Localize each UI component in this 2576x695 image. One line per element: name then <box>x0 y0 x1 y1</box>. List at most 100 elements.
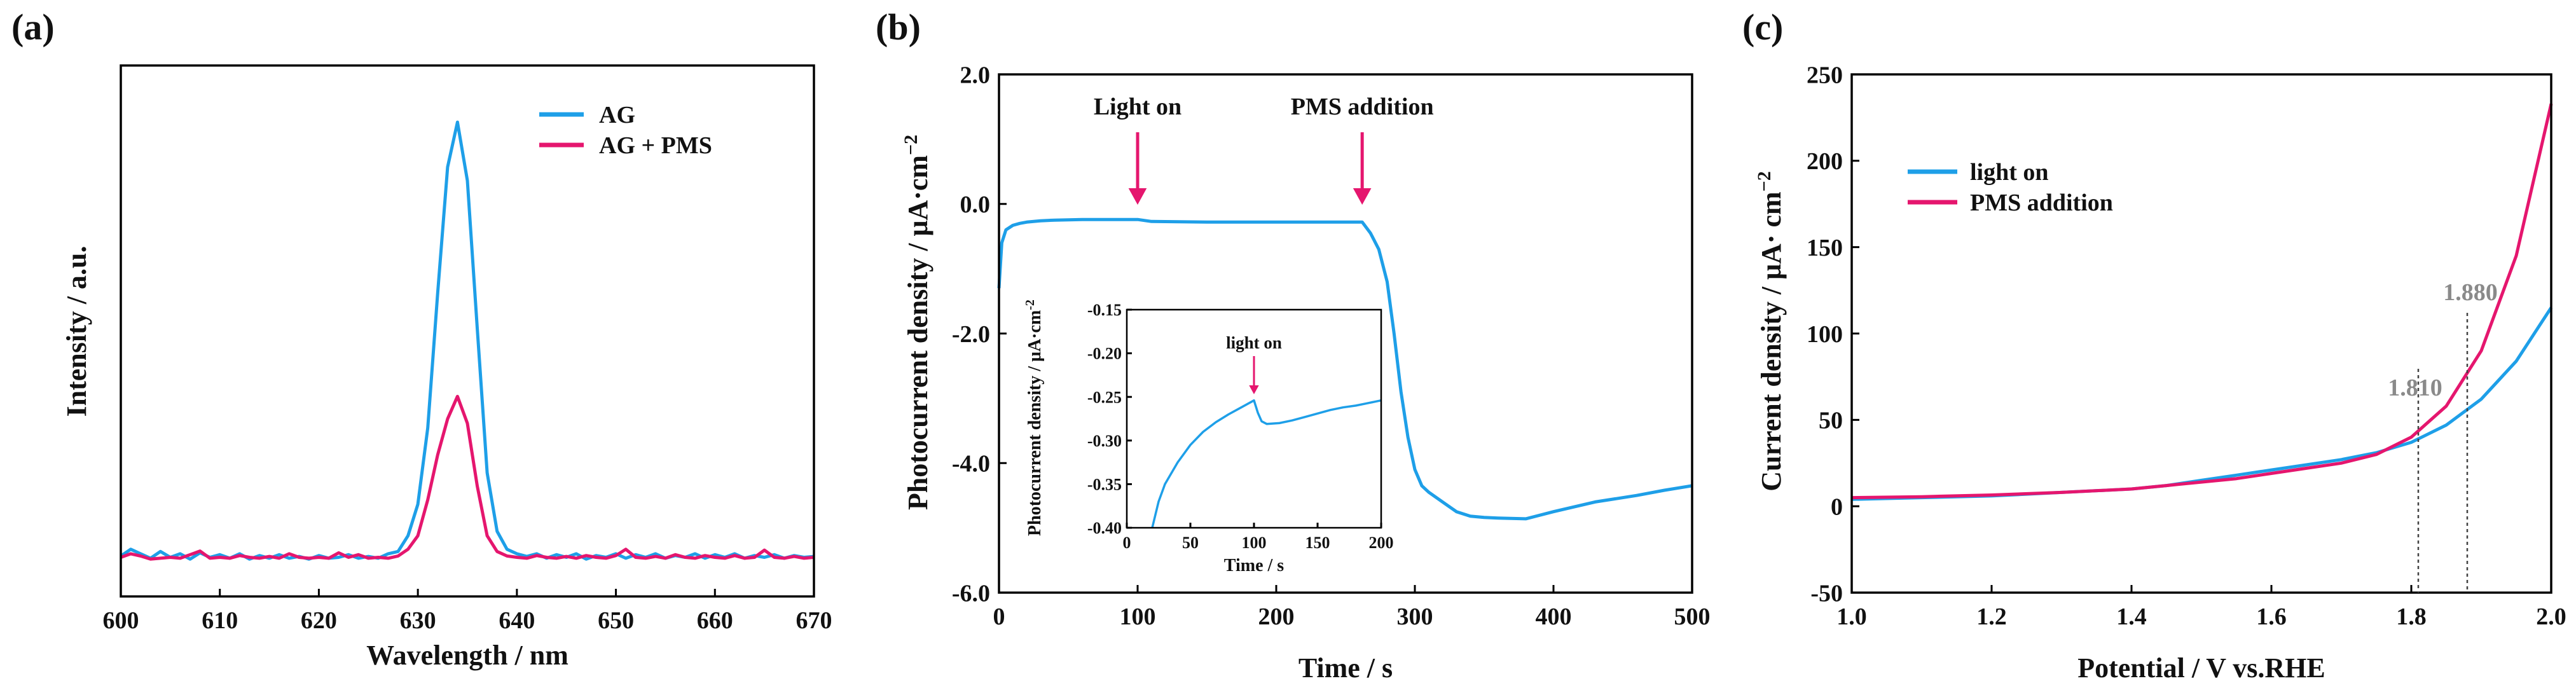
inset-xtick-label: 0 <box>1123 533 1131 552</box>
inset-frame <box>1126 308 1382 529</box>
panel-c-ytick-label: 50 <box>1819 408 1843 434</box>
photocurrent-series-line <box>997 217 1693 521</box>
panel-c-ytick-label: 150 <box>1807 235 1843 261</box>
panel-b-ytick-label: 2.0 <box>960 62 991 88</box>
panel-b-xtick-label: 0 <box>993 603 1005 630</box>
ag-pms-series-line <box>120 394 815 561</box>
inset-xlabel: Time / s <box>1224 556 1284 575</box>
panel-c-ytick-label: -50 <box>1810 580 1843 607</box>
panel-b-xtick-label: 500 <box>1674 603 1711 630</box>
panel-a-legend: AG AG + PMS <box>539 102 712 159</box>
panel-a-ticks: 600 610 620 630 640 650 660 670 <box>103 589 832 634</box>
inset-annotation: light on <box>1226 333 1282 394</box>
panel-c-xlabel: Potential / V vs.RHE <box>2077 652 2325 684</box>
panel-a-xtick-label: 650 <box>598 607 634 634</box>
inset-series-line <box>1151 399 1382 528</box>
panel-b-xlabel: Time / s <box>1298 652 1393 684</box>
inset-ytick-label: -0.20 <box>1087 345 1122 363</box>
inset-ytick-label: -0.30 <box>1087 432 1122 450</box>
inset-xtick-label: 200 <box>1369 533 1394 552</box>
panel-c-xtick-label: 1.8 <box>2396 603 2427 630</box>
panel-c-ytick-label: 0 <box>1831 493 1843 520</box>
panel-b-arrow-head <box>1128 188 1147 205</box>
inset-xtick-label: 150 <box>1305 533 1330 552</box>
pms-addition-series-line <box>1851 103 2553 500</box>
panel-c-xtick-label: 2.0 <box>2536 603 2566 630</box>
panel-b-ytick-label: -6.0 <box>952 580 990 607</box>
panel-c-marks <box>1851 103 2553 501</box>
inset-arrow-head <box>1249 385 1259 394</box>
panel-a-xtick-label: 600 <box>103 607 139 634</box>
panel-c: (c) Current density / μA· cm−2 1.0 1.2 1.4… <box>1742 6 2566 684</box>
panel-c-ticks: 1.0 1.2 1.4 1.6 1.8 2.0 -50 0 50 100 150 200 250 <box>1807 62 2566 630</box>
panel-b-xtick-label: 400 <box>1536 603 1572 630</box>
panel-b-frame <box>998 73 1693 594</box>
panel-c-ytick-label: 100 <box>1807 321 1843 348</box>
panel-c-ylabel-main: Current density / μA· cm <box>1756 191 1787 491</box>
panel-c-xtick-label: 1.0 <box>1836 603 1867 630</box>
inset-ylabel-main: Photocurrent density / μA·cm <box>1025 310 1045 536</box>
inset-ytick-label: -0.15 <box>1087 301 1122 319</box>
inset-ylabel-sup: -2 <box>1023 299 1037 310</box>
panel-c-annotation-label: 1.880 <box>2443 279 2498 306</box>
legend-label-ag: AG <box>599 102 635 128</box>
panel-b-ylabel: Photocurrent density / μA·cm−2 <box>900 135 933 510</box>
panel-a-label: (a) <box>11 6 55 48</box>
panel-b-ylabel-main: Photocurrent density / μA·cm <box>902 155 933 510</box>
panel-b-ytick-label: 0.0 <box>960 191 991 218</box>
panel-a-frame <box>120 64 815 598</box>
inset-ytick-label: -0.25 <box>1087 388 1122 406</box>
panel-b-xtick-label: 100 <box>1120 603 1156 630</box>
panel-b-xtick-label: 200 <box>1258 603 1295 630</box>
panel-c-xtick-label: 1.2 <box>1976 603 2007 630</box>
panel-b-label: (b) <box>876 6 921 48</box>
panel-b-ytick-label: -4.0 <box>952 451 990 478</box>
inset-ylabel: Photocurrent density / μA·cm-2 <box>1023 299 1045 536</box>
panel-c-ytick-label: 250 <box>1807 62 1843 88</box>
panel-a-xtick-label: 620 <box>301 607 337 634</box>
inset-marks <box>1151 399 1382 528</box>
panel-b-annotations: Light on PMS addition <box>1094 93 1434 205</box>
panel-a-xtick-label: 630 <box>400 607 436 634</box>
panel-b-inset: 0 50 100 150 200 -0.40 -0.35 -0.30 -0.25 -0.20 -0.… <box>1023 299 1394 575</box>
panel-a-xtick-label: 640 <box>499 607 535 634</box>
legend-label-light-on: light on <box>1970 159 2049 186</box>
panel-c-xtick-label: 1.6 <box>2256 603 2287 630</box>
panel-a: (a) Intensity / a.u. 600 610 620 630 640 650 6… <box>11 6 832 671</box>
panel-b: (b) Photocurrent density / μA·cm−2 0 100 2… <box>876 6 1711 684</box>
panel-a-xtick-label: 610 <box>202 607 238 634</box>
inset-xtick-label: 50 <box>1182 533 1199 552</box>
panel-b-ticks: 0 100 200 300 400 500-6.0-4.0-2.00.02.0 <box>952 62 1711 630</box>
panel-b-annotation-label: PMS addition <box>1291 93 1434 120</box>
panel-c-frame <box>1850 73 2552 594</box>
panel-c-ytick-label: 200 <box>1807 148 1843 175</box>
panel-c-annotations: 1.810 1.880 <box>2388 279 2498 593</box>
panel-b-marks <box>997 217 1693 521</box>
panel-c-ylabel: Current density / μA· cm−2 <box>1754 171 1787 492</box>
panel-b-arrow-head <box>1353 188 1372 205</box>
panel-a-xtick-label: 660 <box>697 607 733 634</box>
legend-label-pms-addition: PMS addition <box>1970 189 2113 216</box>
inset-ytick-label: -0.40 <box>1087 519 1122 537</box>
panel-b-ylabel-sup: −2 <box>900 135 921 155</box>
legend-label-ag-pms: AG + PMS <box>599 132 712 159</box>
panel-b-annotation-label: Light on <box>1094 93 1181 120</box>
panel-c-annotation-label: 1.810 <box>2388 375 2442 401</box>
inset-ytick-label: -0.35 <box>1087 476 1122 494</box>
ag-series-line <box>120 120 815 561</box>
panel-a-ylabel: Intensity / a.u. <box>61 246 92 417</box>
inset-xtick-label: 100 <box>1242 533 1267 552</box>
panel-a-xtick-label: 670 <box>796 607 832 634</box>
panel-c-label: (c) <box>1742 6 1783 48</box>
inset-ticks: 0 50 100 150 200 -0.40 -0.35 -0.30 -0.25 -0.20 -0.… <box>1087 301 1394 552</box>
inset-background <box>1127 310 1381 528</box>
inset-annotation-label: light on <box>1226 333 1282 352</box>
panel-b-ytick-label: -2.0 <box>952 321 990 348</box>
panel-b-xtick-label: 300 <box>1397 603 1433 630</box>
panel-c-ylabel-sup: −2 <box>1754 171 1775 191</box>
panel-c-legend: light on PMS addition <box>1908 159 2113 216</box>
panel-a-marks <box>120 120 815 561</box>
panel-c-xtick-label: 1.4 <box>2116 603 2147 630</box>
panel-a-xlabel: Wavelength / nm <box>366 640 568 671</box>
